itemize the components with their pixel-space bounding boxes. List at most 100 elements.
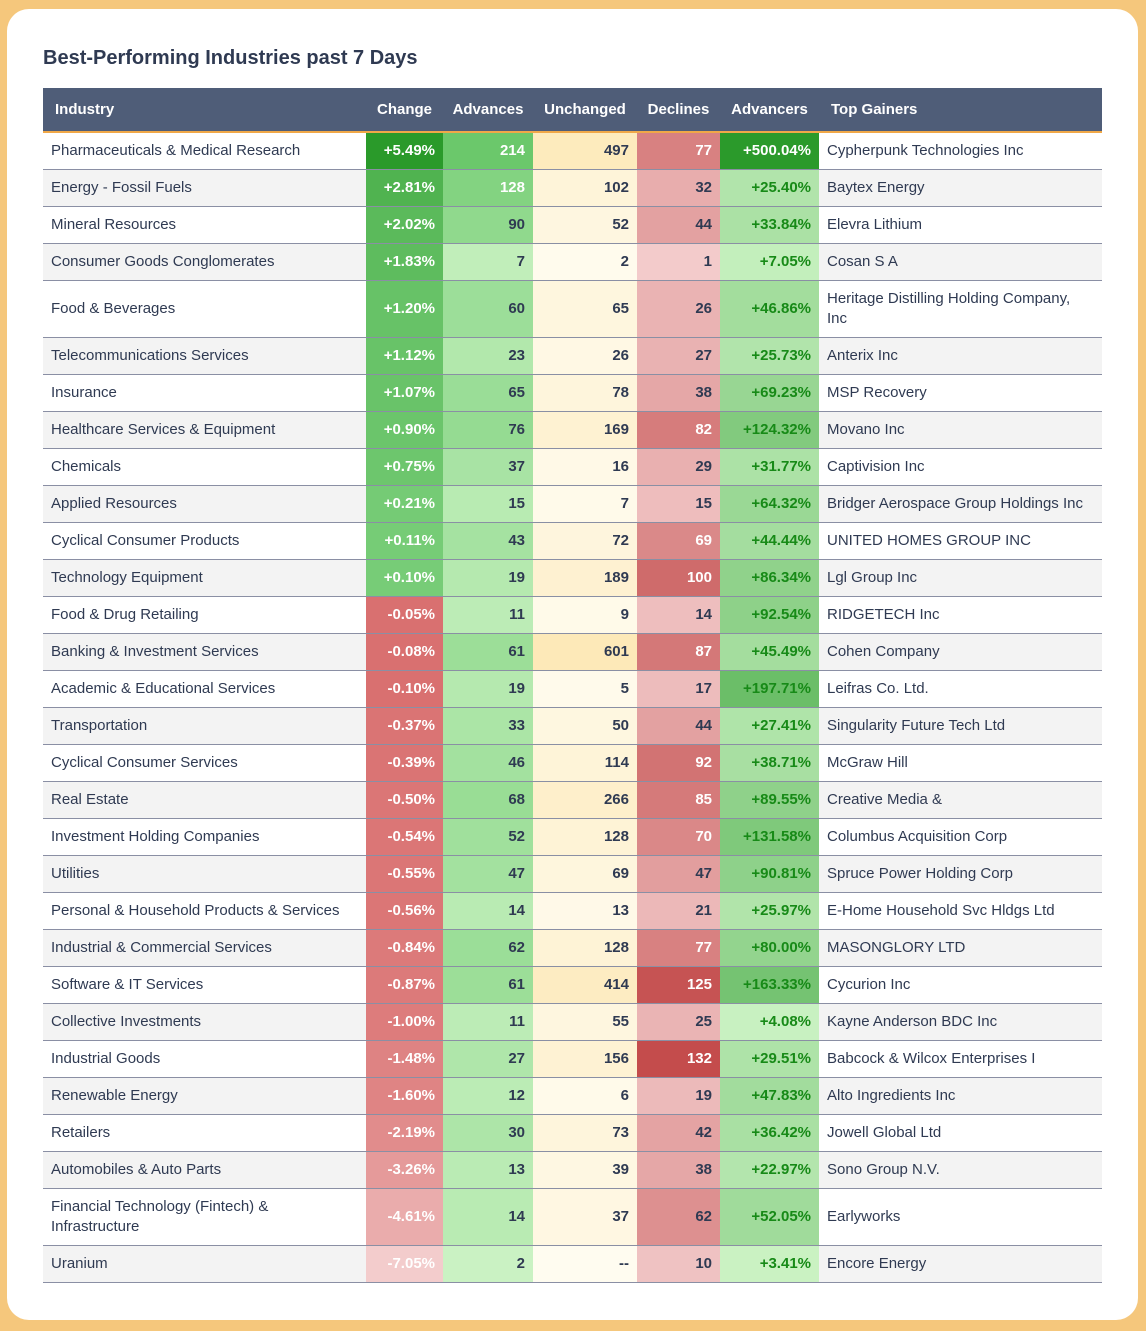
top-gainer-cell[interactable]: Sono Group N.V. (819, 1151, 1102, 1189)
advancers-cell: +29.51% (720, 1040, 819, 1078)
top-gainer-cell[interactable]: Bridger Aerospace Group Holdings Inc (819, 485, 1102, 523)
advancers-cell: +64.32% (720, 485, 819, 523)
unchanged-cell: 65 (533, 280, 637, 338)
table-row: Real Estate -0.50% 68 266 85 +89.55% Creative … (43, 781, 1102, 819)
industry-cell[interactable]: Transportation (43, 707, 366, 745)
industry-cell[interactable]: Utilities (43, 855, 366, 893)
top-gainer-cell[interactable]: Leifras Co. Ltd. (819, 670, 1102, 708)
top-gainer-cell[interactable]: Cypherpunk Technologies Inc (819, 132, 1102, 170)
industry-cell[interactable]: Insurance (43, 374, 366, 412)
advances-cell: 23 (443, 337, 533, 375)
industry-cell[interactable]: Investment Holding Companies (43, 818, 366, 856)
declines-cell: 14 (637, 596, 720, 634)
industry-cell[interactable]: Retailers (43, 1114, 366, 1152)
industry-cell[interactable]: Cyclical Consumer Services (43, 744, 366, 782)
header-advances[interactable]: Advances (443, 88, 533, 133)
industry-cell[interactable]: Automobiles & Auto Parts (43, 1151, 366, 1189)
industry-cell[interactable]: Applied Resources (43, 485, 366, 523)
industry-cell[interactable]: Pharmaceuticals & Medical Research (43, 132, 366, 170)
top-gainer-cell[interactable]: E-Home Household Svc Hldgs Ltd (819, 892, 1102, 930)
industry-cell[interactable]: Real Estate (43, 781, 366, 819)
table-row: Industrial & Commercial Services -0.84% 62… (43, 929, 1102, 967)
top-gainer-cell[interactable]: Cycurion Inc (819, 966, 1102, 1004)
advances-cell: 214 (443, 132, 533, 170)
top-gainer-cell[interactable]: Kayne Anderson BDC Inc (819, 1003, 1102, 1041)
top-gainer-cell[interactable]: Jowell Global Ltd (819, 1114, 1102, 1152)
declines-cell: 125 (637, 966, 720, 1004)
advances-cell: 47 (443, 855, 533, 893)
industry-cell[interactable]: Food & Drug Retailing (43, 596, 366, 634)
declines-cell: 38 (637, 1151, 720, 1189)
industry-cell[interactable]: Chemicals (43, 448, 366, 486)
industry-cell[interactable]: Industrial & Commercial Services (43, 929, 366, 967)
top-gainer-cell[interactable]: Babcock & Wilcox Enterprises I (819, 1040, 1102, 1078)
advances-cell: 62 (443, 929, 533, 967)
top-gainer-cell[interactable]: Captivision Inc (819, 448, 1102, 486)
top-gainer-cell[interactable]: Singularity Future Tech Ltd (819, 707, 1102, 745)
advancers-cell: +90.81% (720, 855, 819, 893)
top-gainer-cell[interactable]: McGraw Hill (819, 744, 1102, 782)
header-industry[interactable]: Industry (43, 88, 366, 133)
industry-cell[interactable]: Software & IT Services (43, 966, 366, 1004)
unchanged-cell: 497 (533, 132, 637, 170)
top-gainer-cell[interactable]: Lgl Group Inc (819, 559, 1102, 597)
top-gainer-cell[interactable]: Spruce Power Holding Corp (819, 855, 1102, 893)
top-gainer-cell[interactable]: Cohen Company (819, 633, 1102, 671)
industry-cell[interactable]: Cyclical Consumer Products (43, 522, 366, 560)
industry-cell[interactable]: Technology Equipment (43, 559, 366, 597)
top-gainer-cell[interactable]: Encore Energy (819, 1245, 1102, 1283)
top-gainer-cell[interactable]: Columbus Acquisition Corp (819, 818, 1102, 856)
industry-cell[interactable]: Industrial Goods (43, 1040, 366, 1078)
top-gainer-cell[interactable]: Anterix Inc (819, 337, 1102, 375)
declines-cell: 44 (637, 206, 720, 244)
header-top-gainers[interactable]: Top Gainers (819, 88, 1102, 133)
industry-cell[interactable]: Personal & Household Products & Services (43, 892, 366, 930)
advancers-cell: +7.05% (720, 243, 819, 281)
industry-cell[interactable]: Financial Technology (Fintech) & Infrast… (43, 1188, 366, 1246)
top-gainer-cell[interactable]: Earlyworks (819, 1188, 1102, 1246)
advancers-cell: +38.71% (720, 744, 819, 782)
advancers-cell: +25.40% (720, 169, 819, 207)
unchanged-cell: 50 (533, 707, 637, 745)
header-advancers[interactable]: Advancers (720, 88, 819, 133)
declines-cell: 17 (637, 670, 720, 708)
top-gainer-cell[interactable]: Elevra Lithium (819, 206, 1102, 244)
industry-cell[interactable]: Consumer Goods Conglomerates (43, 243, 366, 281)
unchanged-cell: 128 (533, 929, 637, 967)
unchanged-cell: 16 (533, 448, 637, 486)
industry-cell[interactable]: Telecommunications Services (43, 337, 366, 375)
change-cell: -0.37% (366, 707, 443, 745)
top-gainer-cell[interactable]: MSP Recovery (819, 374, 1102, 412)
change-cell: +2.81% (366, 169, 443, 207)
top-gainer-cell[interactable]: Cosan S A (819, 243, 1102, 281)
unchanged-cell: 13 (533, 892, 637, 930)
industry-cell[interactable]: Collective Investments (43, 1003, 366, 1041)
industry-cell[interactable]: Renewable Energy (43, 1077, 366, 1115)
industry-cell[interactable]: Energy - Fossil Fuels (43, 169, 366, 207)
industry-cell[interactable]: Mineral Resources (43, 206, 366, 244)
table-row: Cyclical Consumer Services -0.39% 46 114 92 +… (43, 744, 1102, 782)
declines-cell: 85 (637, 781, 720, 819)
table-row: Food & Drug Retailing -0.05% 11 9 14 +92.54% R… (43, 596, 1102, 634)
top-gainer-cell[interactable]: Movano Inc (819, 411, 1102, 449)
top-gainer-cell[interactable]: Alto Ingredients Inc (819, 1077, 1102, 1115)
top-gainer-cell[interactable]: Creative Media & (819, 781, 1102, 819)
advancers-cell: +27.41% (720, 707, 819, 745)
unchanged-cell: 39 (533, 1151, 637, 1189)
change-cell: -0.56% (366, 892, 443, 930)
top-gainer-cell[interactable]: UNITED HOMES GROUP INC (819, 522, 1102, 560)
advances-cell: 27 (443, 1040, 533, 1078)
top-gainer-cell[interactable]: Baytex Energy (819, 169, 1102, 207)
top-gainer-cell[interactable]: Heritage Distilling Holding Company, Inc (819, 280, 1102, 338)
header-unchanged[interactable]: Unchanged (533, 88, 637, 133)
industry-cell[interactable]: Food & Beverages (43, 280, 366, 338)
top-gainer-cell[interactable]: RIDGETECH Inc (819, 596, 1102, 634)
industry-cell[interactable]: Banking & Investment Services (43, 633, 366, 671)
top-gainer-cell[interactable]: MASONGLORY LTD (819, 929, 1102, 967)
industry-cell[interactable]: Uranium (43, 1245, 366, 1283)
header-change[interactable]: Change (366, 88, 443, 133)
header-declines[interactable]: Declines (637, 88, 720, 133)
industry-cell[interactable]: Healthcare Services & Equipment (43, 411, 366, 449)
industry-cell[interactable]: Academic & Educational Services (43, 670, 366, 708)
advances-cell: 19 (443, 559, 533, 597)
